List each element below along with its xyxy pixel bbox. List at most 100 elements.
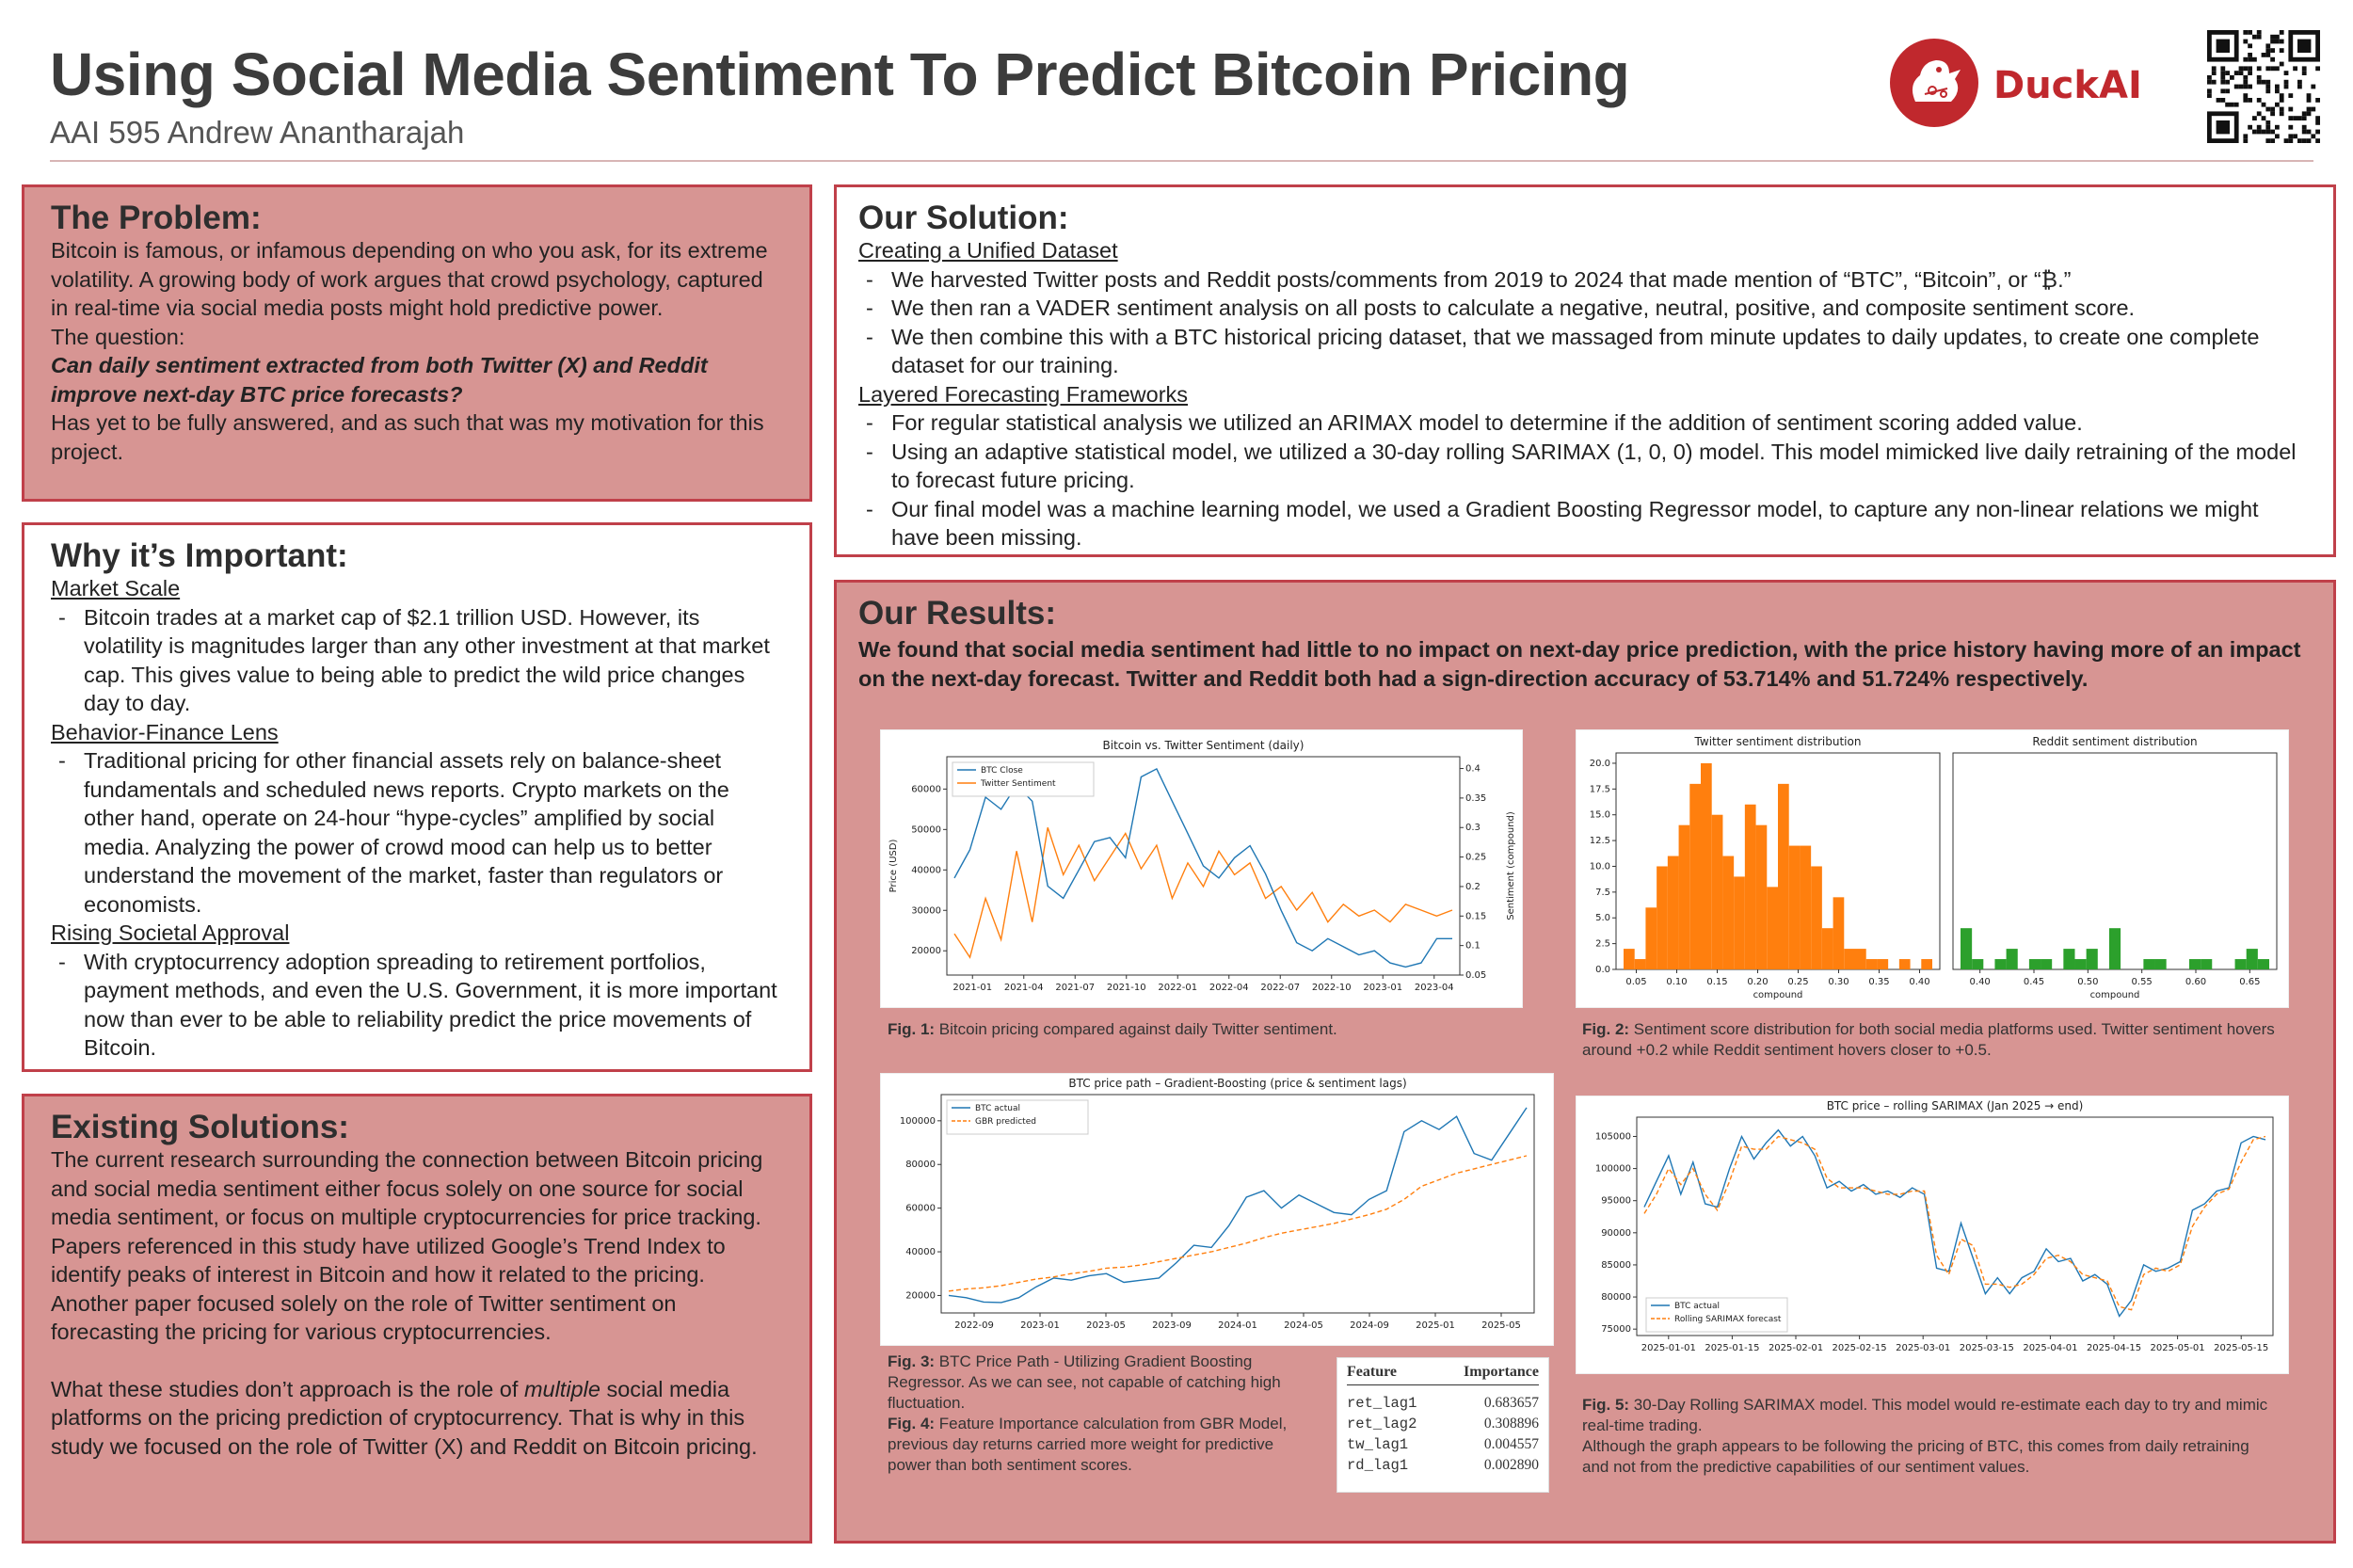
solution-panel: Our Solution: Creating a Unified Dataset…	[834, 184, 2336, 557]
x-tick-label: 0.60	[2185, 977, 2206, 987]
series-line-btc	[953, 767, 1452, 968]
x-tick-label: 2022-04	[1209, 983, 1249, 993]
histogram-bar	[1624, 949, 1635, 969]
histogram-bar	[2234, 959, 2247, 969]
chart-title: Bitcoin vs. Twitter Sentiment (daily)	[1103, 739, 1305, 752]
x-tick-label: 2025-05-15	[2214, 1343, 2268, 1353]
series-line-predicted	[948, 1155, 1528, 1292]
x-tick-label: 0.10	[1666, 977, 1687, 987]
x-tick-label: 2025-02-15	[1833, 1343, 1887, 1353]
important-panel: Why it’s Important: Market Scale Bitcoin…	[22, 522, 812, 1072]
histogram-bar	[2108, 928, 2121, 969]
y-tick-label: 0.05	[1465, 970, 1486, 981]
legend-box	[1645, 1297, 1788, 1333]
qr-code[interactable]	[2207, 30, 2320, 143]
chart-title: Twitter sentiment distribution	[1694, 735, 1862, 748]
x-tick-label: 0.50	[2077, 977, 2098, 987]
histogram-bar	[2201, 959, 2213, 969]
x-axis-label: compound	[2090, 990, 2140, 1000]
y-tick-label: 60000	[911, 784, 941, 794]
y-tick-label: 30000	[911, 905, 941, 916]
y-axis-label: Price (USD)	[888, 840, 899, 893]
x-tick-label: 2023-01	[1363, 983, 1402, 993]
fig5-caption: Fig. 5: 30-Day Rolling SARIMAX model. Th…	[1582, 1396, 2268, 1476]
histogram-bar	[1972, 959, 1984, 969]
histogram-bar	[2028, 959, 2041, 969]
existing-p2: Papers referenced in this study have uti…	[51, 1233, 726, 1345]
x-tick-label: 2025-04-15	[2087, 1343, 2141, 1353]
x-tick-label: 0.45	[2024, 977, 2044, 987]
series-line-twitter	[953, 826, 1453, 959]
x-tick-label: 2021-04	[1004, 983, 1044, 993]
y-tick-label: 5.0	[1595, 913, 1610, 923]
histogram-bar	[1921, 959, 1932, 969]
important-title: Why it’s Important:	[51, 537, 348, 574]
y-tick-label: 60000	[905, 1204, 936, 1214]
y-tick-label: 100000	[1595, 1164, 1631, 1175]
problem-question: Can daily sentiment extracted from both …	[51, 353, 708, 407]
behavior-finance-text: Traditional pricing for other financial …	[51, 746, 783, 919]
histogram-bar	[1844, 949, 1855, 969]
existing-p3: What these studies don’t approach is the…	[51, 1376, 758, 1459]
feature-importance-table: Feature Importance ret_lag1 0.683657 ret_l…	[1337, 1357, 1549, 1493]
plot-frame	[946, 756, 1461, 976]
solution-bullet-4: For regular statistical analysis we util…	[858, 408, 2312, 438]
problem-question-label: The question:	[51, 324, 185, 349]
x-tick-label: 0.65	[2239, 977, 2260, 987]
duckai-logo: DuckAI	[1887, 36, 2169, 130]
x-tick-label: 2023-01	[1020, 1320, 1060, 1331]
histogram-bar	[2086, 949, 2098, 969]
poster-subtitle: AAI 595 Andrew Anantharajah	[50, 115, 465, 150]
plot-frame	[1636, 1116, 2274, 1336]
chart-title: BTC price path – Gradient-Boosting (pric…	[1068, 1077, 1406, 1090]
x-tick-label: 2025-05-01	[2151, 1343, 2205, 1353]
histogram-bar	[1744, 804, 1756, 969]
problem-motivation: Has yet to be fully answered, and as suc…	[51, 410, 764, 464]
chart-title: Reddit sentiment distribution	[2032, 735, 2197, 748]
x-tick-label: 0.40	[1909, 977, 1929, 987]
histogram-bar	[1767, 887, 1778, 969]
y-tick-label: 0.15	[1465, 911, 1486, 921]
histogram-bar	[2257, 959, 2269, 969]
histogram-bar	[1855, 949, 1866, 969]
x-tick-label: 0.15	[1706, 977, 1727, 987]
histogram-bar	[2074, 959, 2087, 969]
y-tick-label: 95000	[1601, 1196, 1631, 1207]
histogram-bar	[1994, 959, 2007, 969]
logo-text: DuckAI	[1993, 64, 2142, 107]
x-tick-label: 2025-02-01	[1769, 1343, 1823, 1353]
market-scale-heading: Market Scale	[51, 576, 181, 600]
existing-title: Existing Solutions:	[51, 1109, 349, 1145]
societal-approval-heading: Rising Societal Approval	[51, 920, 290, 945]
x-tick-label: 2022-09	[954, 1320, 994, 1331]
x-tick-label: 2025-04-01	[2023, 1343, 2077, 1353]
poster-title: Using Social Media Sentiment To Predict …	[50, 40, 1630, 108]
x-tick-label: 0.05	[1625, 977, 1646, 987]
histogram-bar	[2246, 949, 2258, 969]
x-tick-label: 2022-07	[1260, 983, 1300, 993]
y-tick-label: 2.5	[1595, 939, 1610, 950]
x-tick-label: 2024-05	[1284, 1320, 1323, 1331]
table-row: tw_lag1 0.004557	[1347, 1436, 1539, 1453]
y-tick-label: 0.1	[1465, 941, 1481, 952]
y-tick-label: 90000	[1601, 1228, 1631, 1239]
legend-label: BTC Close	[981, 766, 1023, 776]
histogram-bar	[2154, 959, 2167, 969]
header-rule	[50, 160, 2313, 162]
x-tick-label: 0.55	[2132, 977, 2153, 987]
y-tick-label: 105000	[1595, 1131, 1631, 1142]
x-tick-label: 2025-03-15	[1960, 1343, 2014, 1353]
x-tick-label: 2023-05	[1086, 1320, 1126, 1331]
histogram-bar	[1800, 845, 1812, 969]
x-tick-label: 2024-01	[1218, 1320, 1257, 1331]
histogram-bar	[2188, 959, 2201, 969]
existing-p1: The current research surrounding the con…	[51, 1147, 763, 1229]
fig3-chart: BTC price path – Gradient-Boosting (pric…	[880, 1073, 1554, 1346]
x-tick-label: 2023-04	[1415, 983, 1454, 993]
x-tick-label: 2021-01	[952, 983, 992, 993]
x-axis-label: compound	[1753, 990, 1803, 1000]
y-tick-label: 20000	[905, 1290, 936, 1301]
y-tick-label: 0.3	[1465, 823, 1481, 833]
unified-dataset-heading: Creating a Unified Dataset	[858, 238, 1118, 263]
x-tick-label: 2021-07	[1055, 983, 1095, 993]
